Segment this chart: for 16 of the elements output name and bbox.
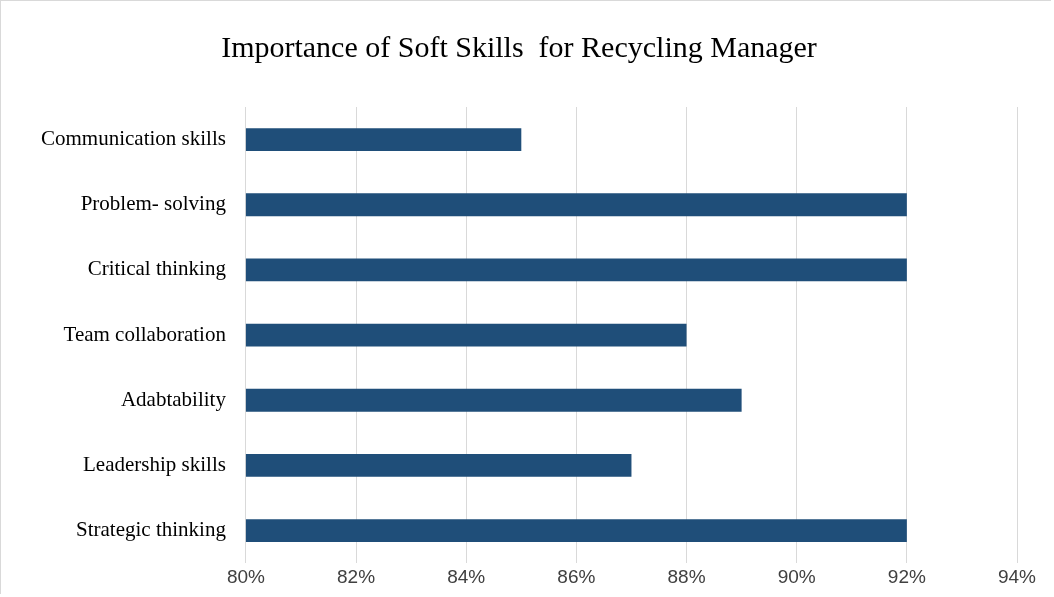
x-tick-label: 92% <box>887 565 926 587</box>
y-tick-label: Adabtability <box>120 386 227 411</box>
x-tick-label: 80% <box>226 565 266 587</box>
y-tick-label: Strategic thinking <box>76 517 227 542</box>
x-tick-label: 88% <box>667 565 706 587</box>
y-tick-label: Problem- solving <box>80 191 227 216</box>
y-tick-label: Team collaboration <box>63 321 227 346</box>
x-tick-label: 84% <box>447 565 486 587</box>
x-tick-label: 90% <box>777 565 816 587</box>
x-tick-label: 94% <box>997 565 1037 587</box>
y-tick-label: Communication skills <box>41 126 226 151</box>
chart-title: Importance of Soft Skills for Recycling Manager <box>221 29 817 63</box>
x-tick-label: 86% <box>557 565 596 587</box>
x-tick-label: 82% <box>337 565 376 587</box>
y-tick-label: Leadership skills <box>83 451 226 476</box>
y-tick-label: Critical thinking <box>87 256 227 281</box>
